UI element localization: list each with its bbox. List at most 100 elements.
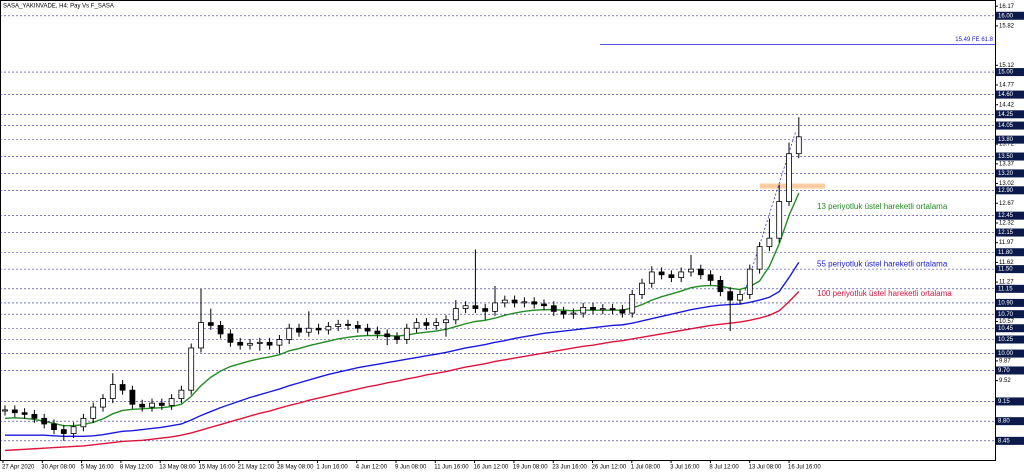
candle-body (560, 310, 567, 315)
x-tick-label: 4 Jun 12:00 (356, 465, 388, 471)
level-label: 10.45 (998, 326, 1014, 332)
x-tick-label: 28 May 08:00 (277, 465, 314, 471)
level-label: 12.90 (998, 188, 1014, 194)
candle-body (756, 246, 763, 270)
x-tick-label: 8 May 12:00 (120, 465, 154, 471)
candle-body (570, 312, 577, 315)
candle-body (766, 237, 773, 248)
level-tag (996, 335, 1024, 344)
level-label: 10.70 (998, 312, 1014, 318)
x-tick-label: 15 May 16:00 (199, 465, 236, 471)
candle-body (247, 343, 253, 346)
candle-body (188, 347, 195, 391)
x-tick-label: 16 Jul 16:00 (788, 465, 821, 471)
level-label: 11.50 (998, 267, 1013, 273)
candle-body (256, 341, 263, 344)
level-tag (996, 90, 1024, 99)
level-label: 10.00 (998, 351, 1014, 357)
level-tag (996, 310, 1024, 319)
level-label: 15.00 (998, 70, 1014, 76)
x-tick-label: 26 Jun 12:00 (592, 465, 627, 471)
candle-body (776, 201, 783, 239)
candle-body (198, 322, 204, 349)
candle-body (707, 274, 714, 281)
x-tick-label: 23 Jun 16:00 (552, 465, 587, 471)
x-tick-label: 11 Jun 16:00 (434, 465, 469, 471)
candle-body (619, 309, 626, 314)
level-tag (996, 121, 1024, 130)
x-tick-label: 13 May 08:00 (159, 465, 196, 471)
candle-body (374, 330, 381, 335)
y-tick-label: 9.52 (999, 378, 1011, 384)
candle-body (501, 299, 508, 304)
candle-body (384, 333, 391, 338)
y-tick-label: 13.72 (999, 142, 1015, 148)
candle-body (472, 305, 479, 309)
series-label: 13 periyotluk üstel hareketli ortalama (817, 202, 948, 211)
y-tick-label: 15.12 (999, 63, 1015, 69)
zone (760, 183, 825, 189)
candle-body (80, 417, 87, 428)
level-tag (996, 349, 1024, 358)
candle-body (590, 307, 596, 311)
candle-body (433, 322, 440, 326)
candle-body (266, 341, 273, 346)
y-tick-label: 13.02 (999, 181, 1015, 187)
candle-body (482, 308, 489, 312)
fibo-label: 15.49 FE 61.8 (955, 37, 993, 43)
level-label: 10.25 (998, 337, 1014, 343)
y-tick-label: 11.27 (999, 280, 1014, 286)
plot-frame (0, 0, 996, 461)
level-label: 11.80 (998, 250, 1013, 256)
candle-body (149, 402, 155, 408)
level-tag (996, 366, 1024, 375)
y-tick-label: 10.57 (999, 319, 1015, 325)
level-tag (996, 324, 1024, 333)
candle-body (41, 417, 48, 425)
candle-body (207, 322, 214, 326)
candle-body (423, 322, 430, 326)
candle-body (296, 327, 302, 333)
level-tag (996, 417, 1024, 426)
candle-body (178, 389, 185, 400)
candle-body (139, 403, 146, 408)
candle-body (492, 302, 498, 312)
x-tick-label: 21 May 12:00 (238, 465, 275, 471)
x-tick-label: 27 Apr 2020 (2, 465, 35, 471)
level-label: 8.80 (998, 419, 1010, 425)
candle-body (364, 327, 371, 332)
x-tick-label: 1 Jun 16:00 (316, 465, 348, 471)
chart-title: SASA_YAKINVADE, H4: Pay Vs F_SASA (3, 4, 114, 10)
level-label: 14.25 (998, 112, 1014, 118)
candle-body (541, 303, 547, 307)
candle-body (658, 271, 665, 276)
candle-body (109, 384, 116, 400)
candle-body (168, 398, 175, 406)
level-label: 14.60 (998, 92, 1014, 98)
candle-body (727, 291, 734, 301)
candle-body (217, 325, 224, 335)
candle-body (717, 279, 724, 293)
candle-body (511, 299, 518, 304)
candle-body (697, 268, 704, 276)
x-tick-label: 13 Jul 08:00 (749, 465, 782, 471)
candle-body (786, 153, 792, 202)
level-label: 10.90 (998, 300, 1014, 306)
candle-body (31, 413, 38, 419)
level-tag (996, 135, 1024, 144)
candle-body (629, 294, 636, 314)
y-tick-label: 14.42 (999, 102, 1015, 108)
y-tick-label: 14.77 (999, 83, 1015, 89)
candle-body (286, 327, 293, 340)
candle-body (550, 305, 557, 312)
candle-body (227, 333, 234, 343)
candle-body (158, 402, 165, 406)
candle-body (452, 308, 459, 321)
level-label: 9.15 (998, 399, 1010, 405)
candle-body (276, 339, 283, 346)
level-tag (996, 265, 1024, 274)
candle-body (462, 305, 469, 309)
trend-line (743, 131, 797, 295)
candle-body (403, 327, 410, 340)
